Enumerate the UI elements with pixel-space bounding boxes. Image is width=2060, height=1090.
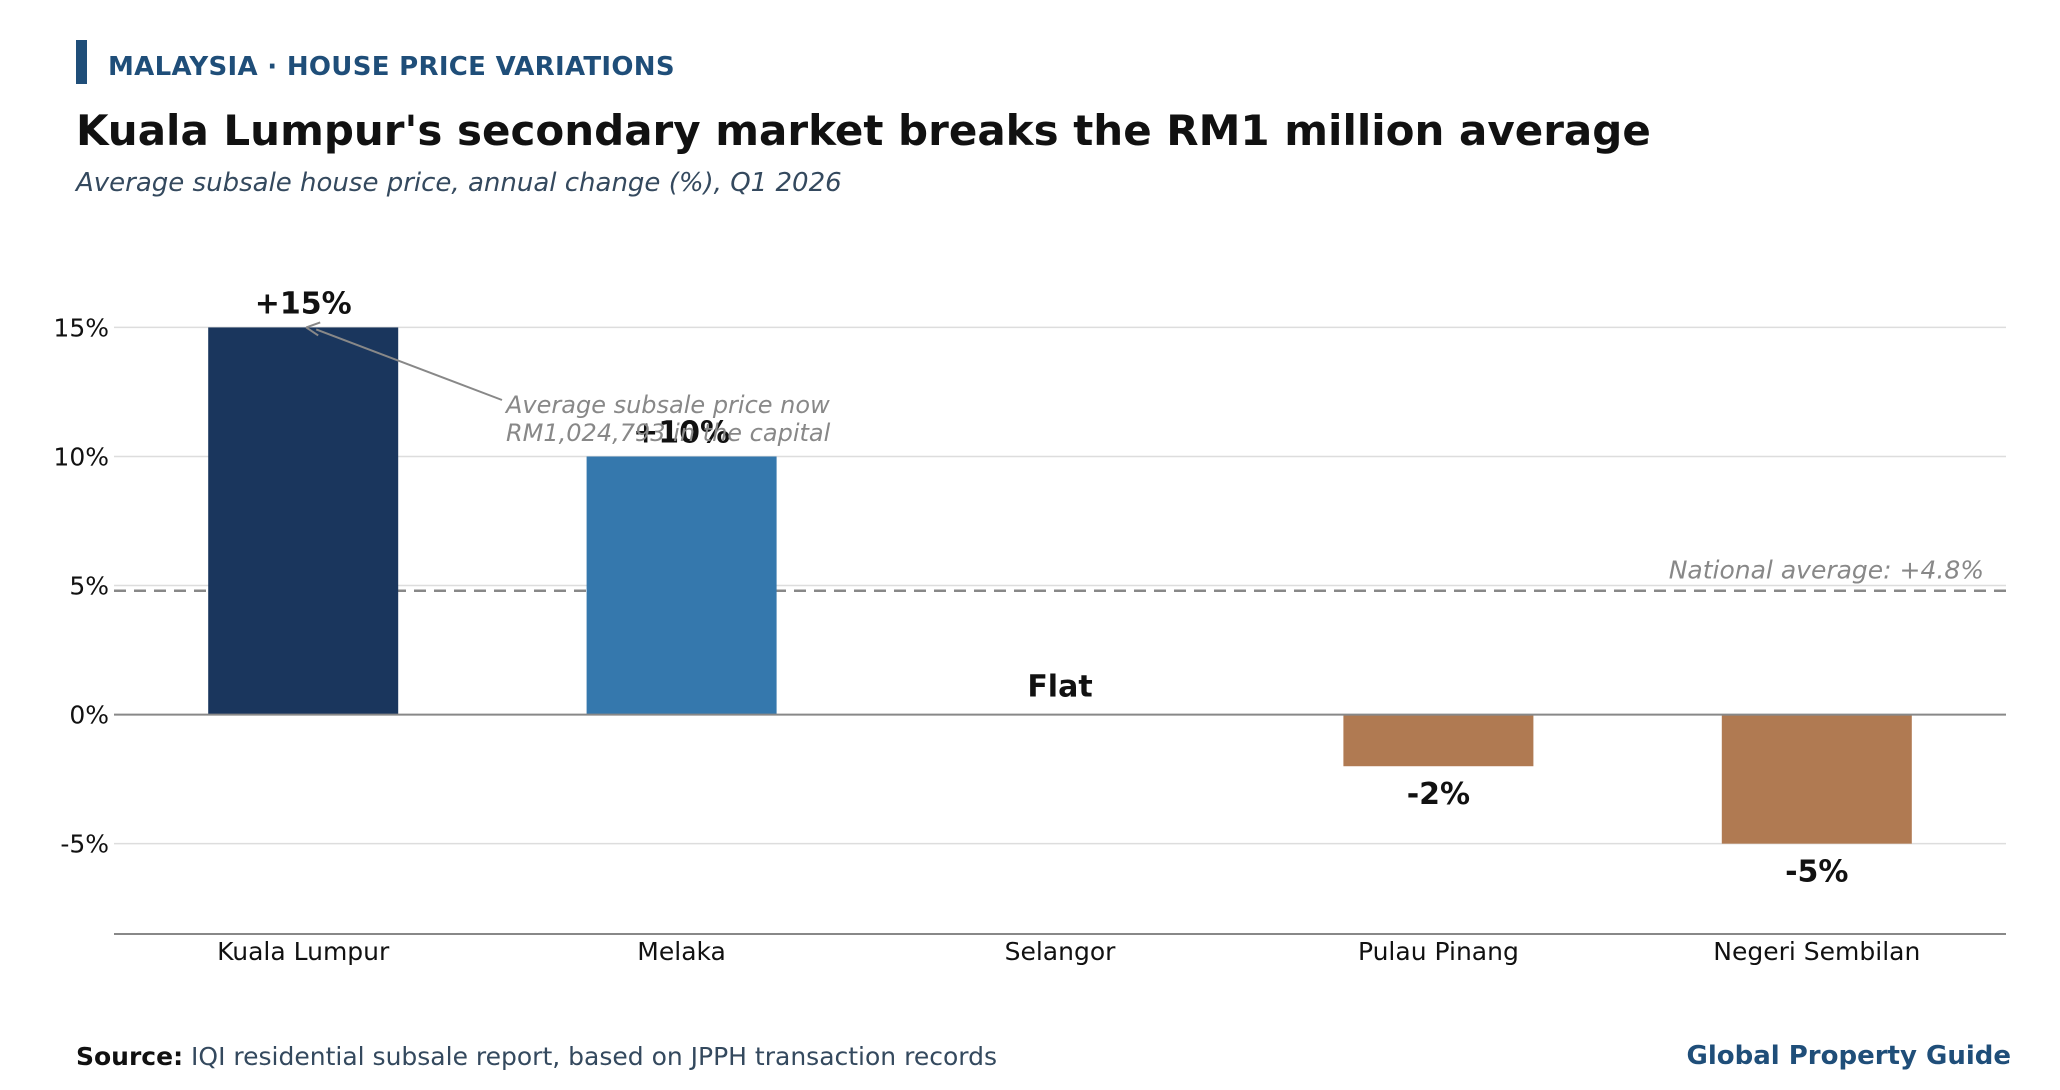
source-note: Source: IQI residential subsale report, …	[76, 1042, 997, 1071]
source-text: IQI residential subsale report, based on…	[183, 1042, 997, 1071]
y-tick-label: -5%	[60, 830, 109, 859]
bar-value-label: -2%	[1407, 777, 1470, 812]
bar	[1343, 714, 1534, 767]
y-tick-label: 0%	[69, 701, 109, 730]
value-labels: +15% +10% Flat -2% -5%	[255, 286, 1849, 889]
bar	[1721, 714, 1912, 844]
chart-kicker: MALAYSIA · HOUSE PRICE VARIATIONS	[108, 52, 675, 82]
x-tick-label: Selangor	[1005, 937, 1117, 966]
y-tick-label: 10%	[53, 442, 109, 471]
x-tick-labels: Kuala Lumpur Melaka Selangor Pulau Pinang Ne…	[217, 937, 1920, 966]
national-average-line: National average: +4.8%	[114, 556, 2006, 592]
zero-axis	[114, 713, 2006, 935]
bar-value-label: +15%	[255, 286, 352, 321]
chart-title: Kuala Lumpur's secondary market breaks t…	[76, 106, 1651, 155]
bar-value-label: -5%	[1785, 855, 1848, 890]
bar-chart: 15% 10% 5% 0% -5% National average: +4.8% +1…	[53, 286, 2006, 966]
brand-name: Global Property Guide	[1686, 1041, 2011, 1071]
bar	[208, 327, 399, 715]
x-tick-label: Negeri Sembilan	[1713, 937, 1920, 966]
reference-line-label: National average: +4.8%	[1669, 556, 1984, 585]
y-tick-labels: 15% 10% 5% 0% -5%	[53, 313, 109, 858]
x-tick-label: Pulau Pinang	[1358, 937, 1519, 966]
chart-subtitle: Average subsale house price, annual chan…	[76, 168, 842, 198]
source-label: Source:	[76, 1042, 184, 1071]
x-tick-label: Kuala Lumpur	[217, 937, 390, 966]
kicker-accent-bar	[76, 40, 87, 84]
y-tick-label: 5%	[69, 572, 109, 601]
x-tick-label: Melaka	[637, 937, 726, 966]
annotation-arrowhead	[305, 321, 321, 337]
y-tick-label: 15%	[53, 313, 109, 342]
bar-value-label: Flat	[1027, 670, 1092, 705]
annotation-text-line: RM1,024,793 in the capital	[506, 419, 831, 447]
bar	[586, 456, 777, 715]
annotation-text-line: Average subsale price now	[504, 391, 830, 419]
bar-value-label: +10%	[633, 415, 730, 450]
bars	[208, 327, 1912, 844]
annotation-arrow-line	[315, 328, 503, 401]
